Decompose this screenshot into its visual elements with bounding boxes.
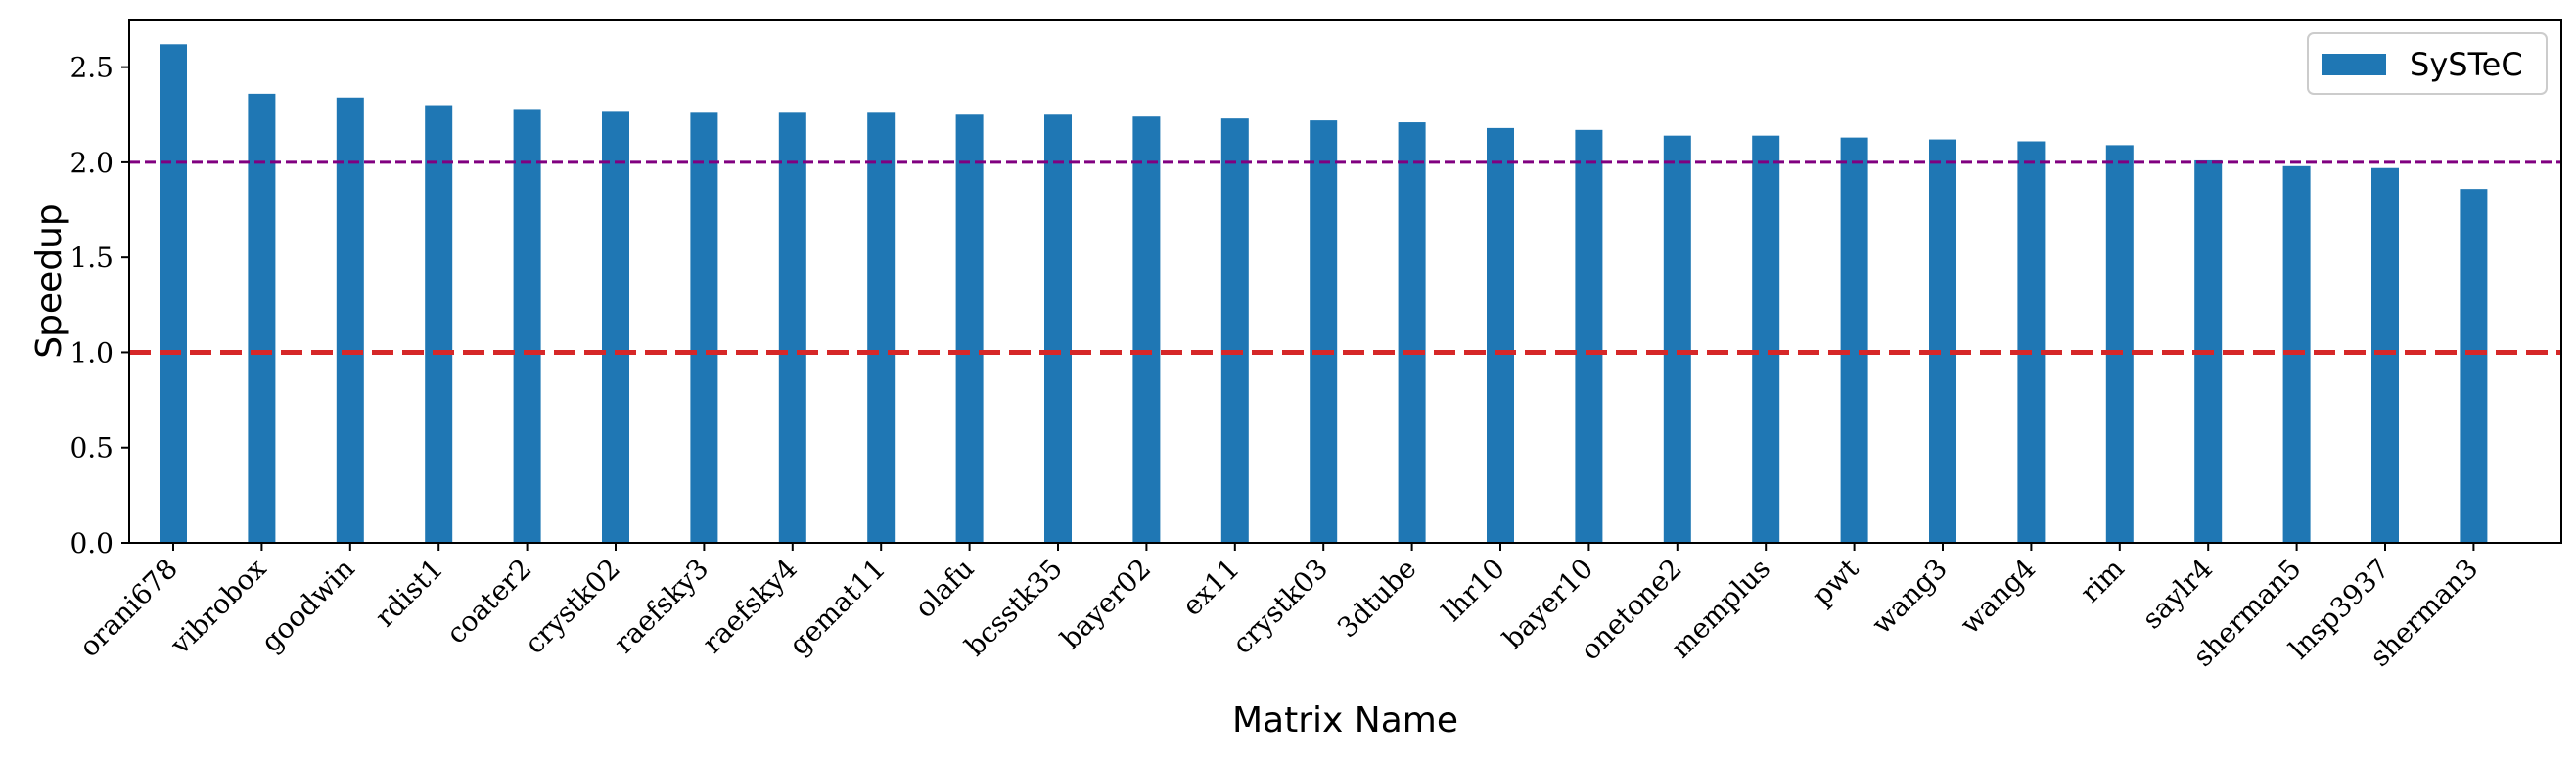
x-tick-label: bcsstk35 bbox=[958, 553, 1069, 663]
bar-goodwin bbox=[336, 97, 364, 543]
bar-rdist1 bbox=[425, 105, 453, 543]
x-tick-label: 3dtube bbox=[1331, 553, 1423, 645]
y-tick-label: 1.5 bbox=[69, 242, 114, 274]
bar-orani678 bbox=[160, 44, 187, 544]
x-tick-label: crystk03 bbox=[1226, 553, 1334, 660]
x-tick-label: bayer02 bbox=[1054, 553, 1157, 655]
bar-raefsky4 bbox=[778, 112, 806, 543]
bar-bcsstk35 bbox=[1044, 114, 1072, 543]
legend-box bbox=[2307, 32, 2548, 95]
x-tick-label: orani678 bbox=[73, 553, 184, 663]
y-tick-label: 0.5 bbox=[69, 432, 114, 465]
bar-wang4 bbox=[2017, 141, 2046, 543]
x-tick-label: ex11 bbox=[1175, 553, 1245, 622]
x-tick-label: goodwin bbox=[254, 553, 361, 659]
bar-bayer10 bbox=[1575, 129, 1603, 543]
x-tick-label: lhr10 bbox=[1436, 553, 1511, 628]
y-tick-label: 2.0 bbox=[69, 147, 114, 179]
y-axis-title: Speedup bbox=[29, 203, 69, 359]
bar-onetone2 bbox=[1663, 135, 1691, 543]
legend-label: SySTeC bbox=[2410, 46, 2523, 83]
y-tick-label: 2.5 bbox=[69, 52, 114, 84]
bar-crystk02 bbox=[602, 111, 629, 543]
y-tick-label: 0.0 bbox=[69, 527, 114, 560]
bar-raefsky3 bbox=[690, 112, 718, 543]
bar-ex11 bbox=[1220, 118, 1249, 543]
bar-olafu bbox=[955, 114, 984, 543]
bar-crystk03 bbox=[1310, 120, 1338, 543]
bar-sherman3 bbox=[2460, 189, 2488, 544]
x-tick-label: rim bbox=[2074, 553, 2131, 609]
reference-lines bbox=[129, 160, 2561, 355]
bar-wang3 bbox=[1929, 139, 1956, 543]
legend-swatch bbox=[2322, 54, 2386, 75]
bar-rim bbox=[2105, 145, 2134, 543]
bars-layer bbox=[160, 44, 2488, 544]
x-tick-label: wang3 bbox=[1865, 553, 1954, 641]
x-tick-label: saylr4 bbox=[2136, 553, 2219, 636]
bar-memplus bbox=[1752, 135, 1780, 543]
x-tick-label: raefsky3 bbox=[608, 553, 715, 660]
x-tick-label: rdist1 bbox=[369, 553, 450, 634]
x-tick-label: crystk02 bbox=[519, 553, 626, 660]
x-axis-title: Matrix Name bbox=[1232, 700, 1458, 740]
y-tick-label: 1.0 bbox=[69, 336, 114, 369]
y-axis: 0.0 0.5 1.0 1.5 2.0 2.5 bbox=[69, 52, 129, 560]
bar-lhr10 bbox=[1487, 127, 1514, 543]
x-tick-label: pwt bbox=[1806, 552, 1865, 611]
x-tick-label: wang4 bbox=[1954, 553, 2042, 641]
bar-bayer02 bbox=[1132, 116, 1161, 543]
x-tick-label: vibrobox bbox=[163, 552, 273, 661]
x-tick-label: gemat11 bbox=[783, 553, 892, 661]
bar-gemat11 bbox=[867, 112, 896, 543]
bar-pwt bbox=[1840, 137, 1868, 544]
bar-3dtube bbox=[1398, 122, 1426, 544]
bar-vibrobox bbox=[248, 93, 276, 543]
bar-lnsp3937 bbox=[2371, 167, 2399, 543]
plot-frame bbox=[128, 19, 2562, 544]
x-tick-label: olafu bbox=[908, 553, 980, 624]
legend: SySTeC bbox=[2307, 32, 2548, 95]
bar-coater2 bbox=[513, 109, 541, 543]
